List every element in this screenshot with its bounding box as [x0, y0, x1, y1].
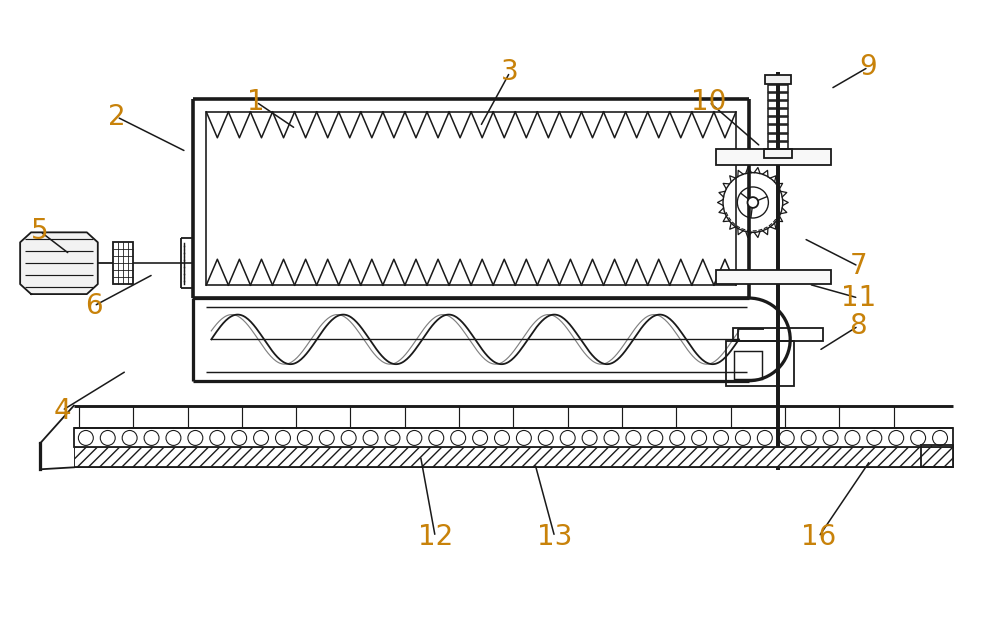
Circle shape	[670, 431, 685, 446]
Bar	[113, 242, 133, 284]
Circle shape	[341, 431, 356, 446]
Bar	[768, 133, 788, 141]
Circle shape	[779, 431, 794, 446]
Circle shape	[714, 431, 728, 446]
Circle shape	[582, 431, 597, 446]
Bar	[765, 75, 791, 84]
Circle shape	[429, 431, 444, 446]
Text: 7: 7	[850, 252, 867, 280]
Circle shape	[363, 431, 378, 446]
Circle shape	[911, 431, 926, 446]
Circle shape	[254, 431, 269, 446]
Circle shape	[495, 431, 509, 446]
Text: 9: 9	[859, 53, 877, 81]
Text: 4: 4	[53, 396, 71, 424]
Circle shape	[297, 431, 312, 446]
Circle shape	[845, 431, 860, 446]
Circle shape	[516, 431, 531, 446]
Text: 8: 8	[850, 312, 867, 340]
Circle shape	[692, 431, 707, 446]
Circle shape	[933, 431, 948, 446]
Text: 16: 16	[801, 523, 836, 551]
Circle shape	[867, 431, 882, 446]
Circle shape	[735, 431, 750, 446]
Circle shape	[538, 431, 553, 446]
Circle shape	[122, 431, 137, 446]
Text: 3: 3	[501, 58, 519, 86]
Circle shape	[473, 431, 488, 446]
Bar	[768, 125, 788, 133]
Circle shape	[560, 431, 575, 446]
Text: 11: 11	[841, 284, 876, 312]
Bar	[921, 446, 953, 468]
Circle shape	[319, 431, 334, 446]
Text: 1: 1	[247, 88, 265, 116]
Polygon shape	[20, 232, 98, 294]
Text: 12: 12	[418, 523, 453, 551]
Bar	[768, 85, 788, 92]
Text: 2: 2	[108, 103, 126, 131]
Bar	[726, 341, 794, 386]
Text: 13: 13	[537, 523, 572, 551]
Circle shape	[210, 431, 225, 446]
Text: 6: 6	[85, 292, 103, 320]
Bar	[768, 93, 788, 100]
Circle shape	[78, 431, 93, 446]
Circle shape	[100, 431, 115, 446]
Bar	[74, 448, 953, 468]
Circle shape	[747, 197, 758, 208]
Circle shape	[648, 431, 663, 446]
Bar	[768, 101, 788, 108]
Circle shape	[757, 431, 772, 446]
Bar	[768, 117, 788, 125]
Bar	[716, 270, 831, 284]
Circle shape	[407, 431, 422, 446]
Bar	[733, 328, 823, 341]
Circle shape	[626, 431, 641, 446]
Circle shape	[889, 431, 904, 446]
Circle shape	[232, 431, 247, 446]
Text: 10: 10	[691, 88, 727, 116]
Circle shape	[604, 431, 619, 446]
Text: 5: 5	[31, 217, 49, 245]
Circle shape	[385, 431, 400, 446]
Bar	[716, 149, 831, 165]
Circle shape	[801, 431, 816, 446]
Bar	[734, 351, 762, 379]
Bar	[206, 112, 736, 285]
Circle shape	[188, 431, 203, 446]
Bar	[768, 110, 788, 116]
Circle shape	[276, 431, 290, 446]
Circle shape	[451, 431, 466, 446]
Circle shape	[144, 431, 159, 446]
Bar	[768, 141, 788, 149]
Circle shape	[823, 431, 838, 446]
Bar	[74, 428, 953, 448]
Bar	[764, 149, 792, 158]
Circle shape	[166, 431, 181, 446]
